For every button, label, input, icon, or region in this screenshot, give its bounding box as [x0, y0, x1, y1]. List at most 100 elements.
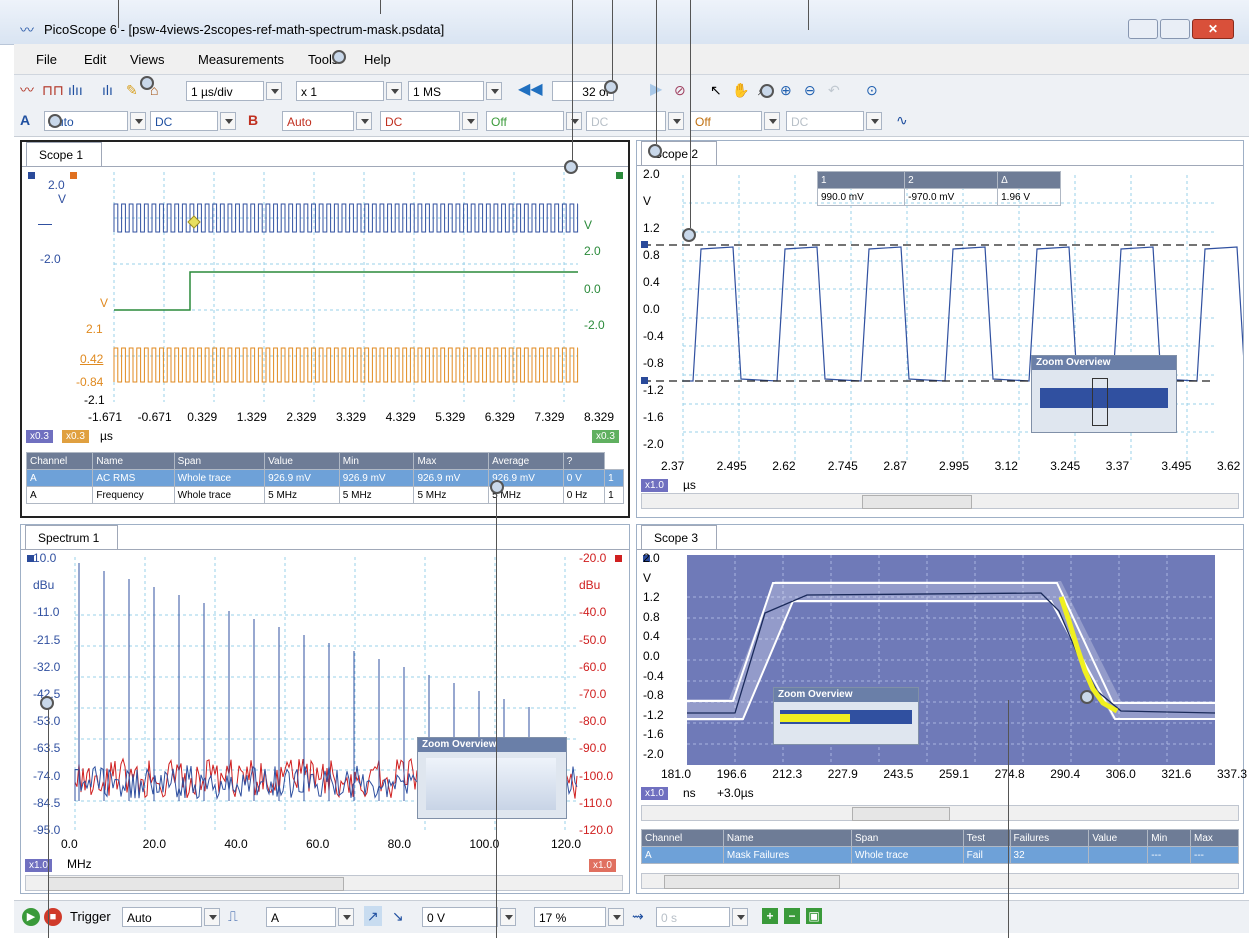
zoom-out-icon[interactable]: ⊖: [804, 82, 816, 98]
scope-3-scrollbar[interactable]: [641, 805, 1239, 821]
scope-3-measurements-table[interactable]: Channel Name Span Test Failures Value Min Max A…: [641, 829, 1239, 864]
start-button[interactable]: ▶: [22, 908, 40, 926]
channel-c-range[interactable]: Off: [486, 111, 564, 131]
scroll-thumb[interactable]: [852, 807, 950, 821]
pencil-icon[interactable]: ✎: [126, 82, 138, 98]
y-tick-label: 0.0: [643, 302, 660, 316]
minimize-button[interactable]: [1128, 19, 1158, 39]
channel-c-coupling[interactable]: DC: [586, 111, 666, 131]
scope-1-x-unit: µs: [100, 429, 113, 443]
falling-edge-icon[interactable]: ↘: [392, 908, 404, 924]
advanced-trigger-icon[interactable]: ⎍: [228, 908, 238, 924]
channel-c-coupling-dropdown[interactable]: [668, 112, 684, 130]
tab-spectrum-1[interactable]: Spectrum 1: [25, 525, 119, 550]
menu-bar: File Edit Views Measurements Tools Help: [14, 44, 1249, 74]
spectrum-mode-icon[interactable]: ılıı: [68, 82, 83, 98]
channel-c-range-dropdown[interactable]: [566, 112, 582, 130]
stop-button[interactable]: ■: [44, 908, 62, 926]
channel-b-range[interactable]: Auto: [282, 111, 354, 131]
rewind-icon[interactable]: ◀◀: [518, 81, 543, 98]
channel-b-coupling-dropdown[interactable]: [462, 112, 478, 130]
table-row[interactable]: A Frequency Whole trace 5 MHz 5 MHz 5 MHz 5 MH…: [25, 486, 624, 504]
undo-zoom-icon[interactable]: ↶: [828, 82, 840, 98]
buffer-nav-icon[interactable]: ⊘: [674, 82, 686, 98]
scope-1-graph[interactable]: [22, 168, 628, 434]
trigger-source-select[interactable]: A: [266, 907, 336, 927]
channel-a-options-icon[interactable]: A: [20, 112, 31, 128]
trigger-source-dropdown[interactable]: [338, 908, 354, 926]
menu-help[interactable]: Help: [364, 52, 391, 67]
channel-a-coupling[interactable]: DC: [150, 111, 218, 131]
samples-stepper[interactable]: [486, 82, 502, 100]
table-cell: ---: [1147, 846, 1191, 864]
scope-3-graph[interactable]: [637, 551, 1243, 767]
channel-b-coupling[interactable]: DC: [380, 111, 460, 131]
scope-2-zoom-overview[interactable]: Zoom Overview: [1031, 355, 1177, 433]
scope-3-table-scrollbar[interactable]: [641, 873, 1239, 889]
zoom-stepper[interactable]: [386, 82, 402, 100]
menu-file[interactable]: File: [36, 52, 57, 67]
scope-2-scrollbar[interactable]: [641, 493, 1239, 509]
zoom-in-icon[interactable]: ⊕: [780, 82, 792, 98]
channel-d-range-dropdown[interactable]: [764, 112, 780, 130]
channel-a-coupling-dropdown[interactable]: [220, 112, 236, 130]
trigger-level-field[interactable]: 0 V: [422, 907, 498, 927]
pretrigger-field[interactable]: 17 %: [534, 907, 606, 927]
scroll-thumb[interactable]: [664, 875, 840, 889]
math-channels-icon[interactable]: ∿: [896, 112, 908, 128]
table-row[interactable]: A AC RMS Whole trace 926.9 mV 926.9 mV 926.9 …: [25, 469, 624, 487]
menu-measurements[interactable]: Measurements: [198, 52, 284, 67]
pointer-icon[interactable]: ↖: [710, 82, 722, 98]
rising-edge-icon[interactable]: ↗: [364, 906, 382, 926]
hand-icon[interactable]: ✋: [732, 82, 750, 98]
add-view-icon[interactable]: ılı: [102, 82, 113, 98]
maximize-button[interactable]: [1160, 19, 1190, 39]
timebase-select[interactable]: 1 µs/div: [186, 81, 264, 101]
spectrum-1-scrollbar[interactable]: [25, 875, 623, 891]
menu-tools[interactable]: Tools: [308, 52, 339, 67]
buffer-index-field[interactable]: 32 of: [552, 81, 614, 101]
menu-edit[interactable]: Edit: [84, 52, 107, 67]
trigger-label: Trigger: [70, 909, 111, 924]
zoom-overview-window[interactable]: [1092, 378, 1108, 426]
zoom-100-icon[interactable]: ⊙: [866, 82, 878, 98]
channel-a-range-dropdown[interactable]: [130, 112, 146, 130]
trigger-delay-stepper[interactable]: [732, 908, 748, 926]
zoom-select[interactable]: x 1: [296, 81, 384, 101]
trigger-mode-dropdown[interactable]: [204, 908, 220, 926]
scroll-thumb[interactable]: [862, 495, 972, 509]
tab-scope-3[interactable]: Scope 3: [641, 525, 718, 550]
table-row[interactable]: A Mask Failures Whole trace Fail 32 --- ---: [641, 846, 1239, 864]
scope-1-measurements-table[interactable]: Channel Name Span Value Min Max Average? A AC R…: [25, 452, 624, 504]
edit-measurement-icon[interactable]: ▣: [806, 908, 822, 924]
delete-measurement-icon[interactable]: −: [784, 908, 800, 924]
tab-scope-1[interactable]: Scope 1: [26, 142, 103, 167]
close-button[interactable]: ✕: [1192, 19, 1234, 39]
y-tick-label: -2.0: [643, 437, 664, 451]
scroll-thumb[interactable]: [48, 877, 344, 891]
trigger-level-stepper[interactable]: [500, 908, 516, 926]
trigger-delay-field[interactable]: 0 s: [656, 907, 730, 927]
menu-views[interactable]: Views: [130, 52, 165, 67]
scope-3-zoom-overview[interactable]: Zoom Overview: [773, 687, 919, 745]
y-tick-label: -100.0: [579, 768, 614, 783]
channel-b-range-dropdown[interactable]: [356, 112, 372, 130]
samples-select[interactable]: 1 MS: [408, 81, 484, 101]
scope-mode-icon[interactable]: 〰: [20, 82, 34, 98]
trigger-mode-select[interactable]: Auto: [122, 907, 202, 927]
channel-b-options-icon[interactable]: B: [248, 112, 259, 128]
y-tick-label: 1.2: [643, 221, 660, 235]
channel-d-range[interactable]: Off: [690, 111, 762, 131]
add-measurement-icon[interactable]: +: [762, 908, 778, 924]
spectrum-1-zoom-overview[interactable]: Zoom Overview: [417, 737, 567, 819]
timebase-dropdown[interactable]: [266, 82, 282, 100]
persistence-mode-icon[interactable]: ⊓⊓: [42, 82, 64, 98]
post-trigger-delay-icon[interactable]: ⇝: [632, 908, 644, 924]
channel-d-coupling[interactable]: DC: [786, 111, 864, 131]
home-icon[interactable]: ⌂: [150, 82, 159, 98]
pretrigger-stepper[interactable]: [608, 908, 624, 926]
channel-b-marker: [615, 555, 622, 562]
channel-d-coupling-dropdown[interactable]: [866, 112, 882, 130]
table-cell: Channel: [25, 452, 94, 470]
